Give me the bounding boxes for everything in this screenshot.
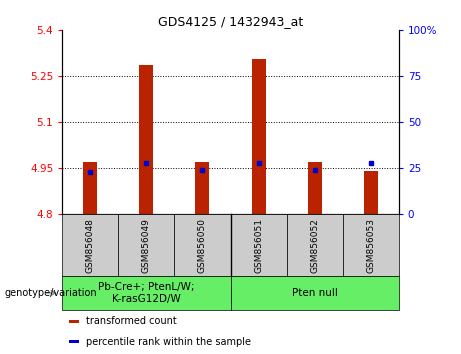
Bar	[69, 320, 79, 323]
Bar	[83, 162, 97, 214]
Text: GSM856052: GSM856052	[310, 218, 319, 273]
Bar	[62, 214, 118, 276]
Text: GSM856050: GSM856050	[198, 218, 207, 273]
Bar	[62, 276, 230, 310]
Title: GDS4125 / 1432943_at: GDS4125 / 1432943_at	[158, 15, 303, 28]
Text: GSM856049: GSM856049	[142, 218, 151, 273]
Bar	[252, 59, 266, 214]
Bar	[139, 65, 154, 214]
Bar	[230, 276, 399, 310]
Text: Pten null: Pten null	[292, 288, 337, 298]
Text: GSM856048: GSM856048	[86, 218, 95, 273]
Text: percentile rank within the sample: percentile rank within the sample	[86, 337, 251, 347]
Bar	[307, 162, 322, 214]
Bar	[195, 162, 209, 214]
Text: GSM856053: GSM856053	[366, 218, 375, 273]
Bar	[287, 214, 343, 276]
Bar	[69, 340, 79, 343]
Bar	[174, 214, 230, 276]
Bar	[118, 214, 174, 276]
Text: transformed count: transformed count	[86, 316, 177, 326]
Bar	[343, 214, 399, 276]
Text: GSM856051: GSM856051	[254, 218, 263, 273]
Bar	[230, 214, 287, 276]
Text: genotype/variation: genotype/variation	[5, 288, 97, 298]
Text: Pb-Cre+; PtenL/W;
K-rasG12D/W: Pb-Cre+; PtenL/W; K-rasG12D/W	[98, 282, 195, 304]
Bar	[364, 171, 378, 214]
